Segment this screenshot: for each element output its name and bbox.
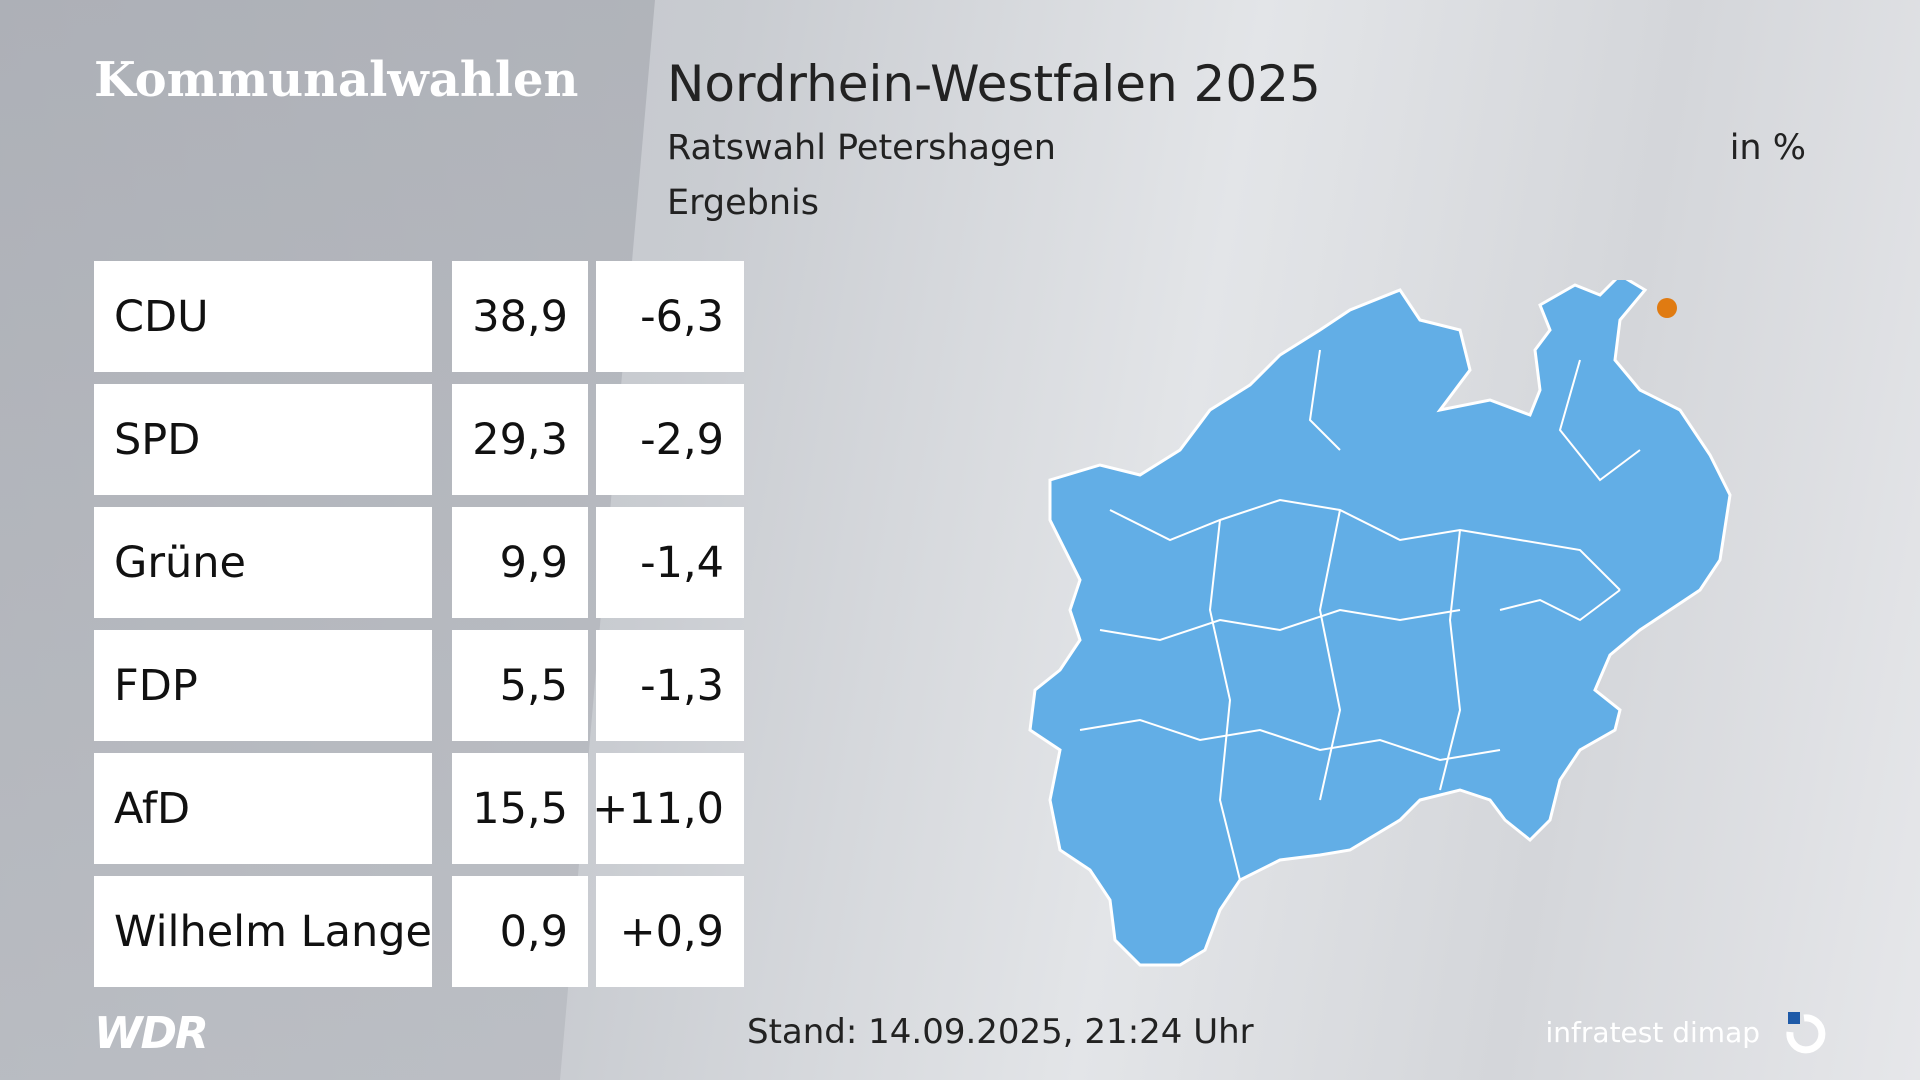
vote-share: 38,9 <box>452 261 588 372</box>
unit-label: in % <box>1729 128 1806 168</box>
result-row: FDP 5,5 -1,3 <box>94 630 744 741</box>
vote-change: +0,9 <box>596 876 744 987</box>
timestamp: Stand: 14.09.2025, 21:24 Uhr <box>747 1012 1254 1052</box>
series-title: Kommunalwahlen <box>94 52 579 108</box>
nrw-region-shape <box>1028 280 1732 967</box>
vote-share: 15,5 <box>452 753 588 864</box>
district-borders <box>1079 349 1641 881</box>
result-row: Grüne 9,9 -1,4 <box>94 507 744 618</box>
vote-change: -1,4 <box>596 507 744 618</box>
party-name: FDP <box>94 630 432 741</box>
wdr-logo: WDR <box>94 1008 209 1059</box>
subtitle: Ratswahl Petershagen <box>667 128 1056 168</box>
party-name: Wilhelm Lange <box>94 876 432 987</box>
party-name: Grüne <box>94 507 432 618</box>
page-title: Nordrhein-Westfalen 2025 <box>667 55 1321 113</box>
party-name: SPD <box>94 384 432 495</box>
vote-change: -6,3 <box>596 261 744 372</box>
vote-share: 0,9 <box>452 876 588 987</box>
vote-change: +11,0 <box>592 753 744 864</box>
vote-change: -2,9 <box>596 384 744 495</box>
party-name: CDU <box>94 261 432 372</box>
vote-share: 29,3 <box>452 384 588 495</box>
nrw-map <box>1028 280 1732 967</box>
vote-change: -1,3 <box>596 630 744 741</box>
vote-share: 9,9 <box>452 507 588 618</box>
petershagen-marker <box>1657 298 1677 318</box>
infratest-logo-icon <box>1786 1012 1826 1054</box>
vote-share: 5,5 <box>452 630 588 741</box>
infratest-logo-text: infratest dimap <box>1545 1016 1760 1049</box>
result-row: AfD 15,5 +11,0 <box>94 753 744 864</box>
party-name: AfD <box>94 753 432 864</box>
result-label: Ergebnis <box>667 183 819 223</box>
result-row: CDU 38,9 -6,3 <box>94 261 744 372</box>
result-row: Wilhelm Lange 0,9 +0,9 <box>94 876 744 987</box>
result-row: SPD 29,3 -2,9 <box>94 384 744 495</box>
